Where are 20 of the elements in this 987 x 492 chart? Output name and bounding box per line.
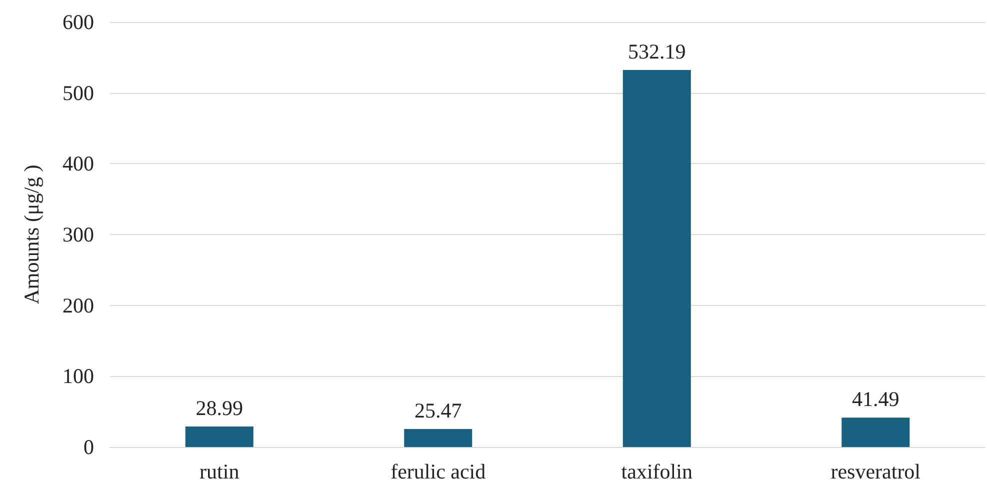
bar xyxy=(404,428,472,447)
x-tick-label: rutin xyxy=(200,460,240,484)
y-tick-label: 400 xyxy=(62,152,94,176)
y-tick-label: 0 xyxy=(84,435,94,459)
y-axis-title: Amounts (μg/g ) xyxy=(20,164,44,304)
x-tick-label: resveratrol xyxy=(830,460,921,484)
x-tick-label: taxifolin xyxy=(621,460,693,484)
y-tick-label: 600 xyxy=(62,10,94,34)
y-tick-label: 500 xyxy=(62,80,94,105)
data-label: 28.99 xyxy=(196,396,243,420)
y-tick-label: 200 xyxy=(62,293,94,318)
bar xyxy=(622,70,691,447)
data-label: 532.19 xyxy=(628,40,686,64)
data-label: 25.47 xyxy=(414,398,462,422)
y-tick-label: 100 xyxy=(62,364,94,388)
bar xyxy=(185,426,254,447)
data-label: 41.49 xyxy=(852,387,900,412)
x-tick-label: ferulic acid xyxy=(390,460,486,484)
bar xyxy=(842,418,910,447)
y-tick-label: 300 xyxy=(62,222,94,246)
